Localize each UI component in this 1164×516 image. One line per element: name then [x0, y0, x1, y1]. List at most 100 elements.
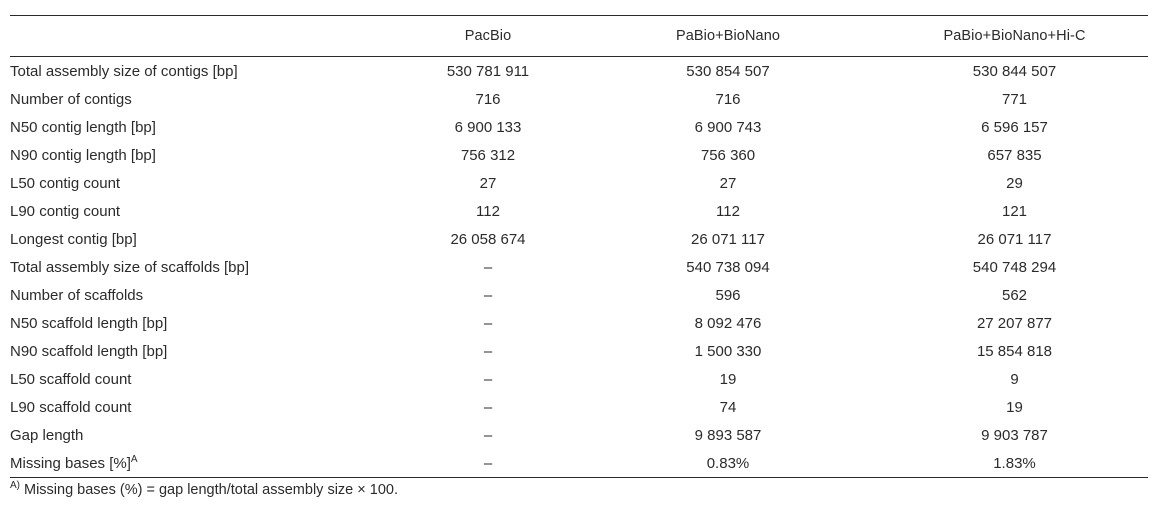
row-label-text: Total assembly size of contigs [bp] — [10, 62, 238, 80]
column-header-empty — [10, 15, 420, 57]
table-header-row: PacBio PaBio+BioNano PaBio+BioNano+Hi-C — [10, 15, 1148, 57]
cell-pabio-bionano: 716 — [715, 90, 741, 108]
cell-pacbio: – — [483, 398, 493, 416]
cell-pabio-bionano: 74 — [719, 398, 737, 416]
row-label: Total assembly size of contigs [bp] — [10, 57, 420, 86]
cell-pabio-bionano: 6 900 743 — [694, 118, 762, 136]
table-row: Number of scaffolds – 596 562 — [10, 281, 1148, 309]
cell-pacbio: – — [483, 370, 493, 388]
row-label: L90 contig count — [10, 197, 420, 225]
row-label: L50 contig count — [10, 169, 420, 197]
cell-pabio-bionano-hic: 19 — [1006, 398, 1023, 416]
cell-pacbio: 756 312 — [460, 146, 516, 164]
cell-pacbio: 26 058 674 — [450, 230, 526, 248]
row-label: L90 scaffold count — [10, 393, 420, 421]
row-label-text: N90 contig length [bp] — [10, 146, 156, 164]
row-label-text: L90 scaffold count — [10, 398, 132, 416]
cell-pacbio: – — [483, 314, 493, 332]
table-row: Longest contig [bp] 26 058 674 26 071 117 2… — [10, 225, 1148, 253]
row-label-text: N50 scaffold length [bp] — [10, 314, 168, 332]
cell-pabio-bionano: 112 — [716, 202, 740, 220]
cell-pabio-bionano-hic: 27 207 877 — [976, 314, 1053, 332]
assembly-stats-table: PacBio PaBio+BioNano PaBio+BioNano+Hi-C … — [10, 15, 1148, 478]
cell-pabio-bionano-hic: 15 854 818 — [976, 342, 1053, 360]
column-header-pacbio: PacBio — [420, 15, 556, 57]
row-label: Total assembly size of scaffolds [bp] — [10, 253, 420, 281]
cell-pabio-bionano: 19 — [719, 370, 737, 388]
row-label-text: L90 contig count — [10, 202, 121, 220]
table-row: Total assembly size of scaffolds [bp] – 54… — [10, 253, 1148, 281]
cell-pacbio: – — [483, 342, 493, 360]
cell-pabio-bionano-hic: 6 596 157 — [981, 118, 1048, 136]
cell-pacbio: – — [483, 454, 493, 472]
cell-pabio-bionano-hic: 771 — [1001, 90, 1028, 108]
cell-pabio-bionano: 596 — [715, 286, 741, 304]
row-label: Longest contig [bp] — [10, 225, 420, 253]
cell-pabio-bionano-hic: 657 835 — [987, 146, 1042, 164]
table-row: Total assembly size of contigs [bp] 530 7… — [10, 57, 1148, 86]
row-label: Gap length — [10, 421, 420, 449]
table-row: L90 contig count 112 112 121 — [10, 197, 1148, 225]
cell-pabio-bionano: 8 092 476 — [694, 314, 762, 332]
cell-pabio-bionano-hic: 121 — [1001, 202, 1028, 220]
cell-pabio-bionano: 756 360 — [700, 146, 756, 164]
row-label-text: L50 contig count — [10, 174, 121, 192]
column-header-pabio-bionano-hic: PaBio+BioNano+Hi-C — [900, 15, 1148, 57]
row-label-text: N90 scaffold length [bp] — [10, 342, 168, 360]
row-label-text: Missing bases [%] — [10, 454, 131, 472]
cell-pabio-bionano: 27 — [719, 174, 737, 192]
row-label: N90 contig length [bp] — [10, 141, 420, 169]
table-row: L50 contig count 27 27 29 — [10, 169, 1148, 197]
row-label-text: Number of scaffolds — [10, 286, 144, 304]
cell-pabio-bionano-hic: 530 844 507 — [972, 62, 1057, 80]
cell-pacbio: 716 — [475, 90, 501, 108]
cell-pacbio: 6 900 133 — [454, 118, 522, 136]
cell-pabio-bionano-hic: 26 071 117 — [977, 230, 1052, 248]
cell-pabio-bionano: 9 893 587 — [694, 426, 762, 444]
row-label-text: Longest contig [bp] — [10, 230, 137, 248]
row-label-text: N50 contig length [bp] — [10, 118, 156, 136]
row-label: N90 scaffold length [bp] — [10, 337, 420, 365]
cell-pacbio: – — [483, 286, 493, 304]
row-label: N50 scaffold length [bp] — [10, 309, 420, 337]
cell-pabio-bionano-hic: 540 748 294 — [972, 258, 1057, 276]
table-row: N90 contig length [bp] 756 312 756 360 657 … — [10, 141, 1148, 169]
row-label-text: L50 scaffold count — [10, 370, 132, 388]
table-row: N50 contig length [bp] 6 900 133 6 900 743… — [10, 113, 1148, 141]
cell-pabio-bionano-hic: 1.83% — [993, 454, 1036, 472]
cell-pabio-bionano: 540 738 094 — [686, 258, 770, 276]
table-row: Number of contigs 716 716 771 — [10, 85, 1148, 113]
cell-pabio-bionano-hic: 29 — [1006, 174, 1023, 192]
table-row: N50 scaffold length [bp] – 8 092 476 27 207… — [10, 309, 1148, 337]
table-row: Gap length – 9 893 587 9 903 787 — [10, 421, 1148, 449]
row-label-text: Gap length — [10, 426, 84, 444]
table-footnote: A) Missing bases (%) = gap length/total a… — [10, 480, 398, 498]
cell-pabio-bionano: 530 854 507 — [686, 62, 770, 80]
row-label: Number of scaffolds — [10, 281, 420, 309]
footnote-marker: A) — [10, 480, 20, 492]
row-label-superscript: A — [130, 453, 138, 465]
cell-pacbio: – — [483, 426, 493, 444]
row-label: Missing bases [%]A — [10, 449, 420, 478]
row-label: Number of contigs — [10, 85, 420, 113]
cell-pabio-bionano-hic: 9 903 787 — [981, 426, 1048, 444]
cell-pabio-bionano: 1 500 330 — [694, 342, 762, 360]
column-header-pabio-bionano: PaBio+BioNano — [556, 15, 900, 57]
table-row: N90 scaffold length [bp] – 1 500 330 15 854… — [10, 337, 1148, 365]
table-row: Missing bases [%]A – 0.83% 1.83% — [10, 449, 1148, 478]
table-row: L50 scaffold count – 19 9 — [10, 365, 1148, 393]
cell-pabio-bionano: 26 071 117 — [691, 230, 765, 248]
cell-pabio-bionano-hic: 562 — [1001, 286, 1028, 304]
row-label-text: Number of contigs — [10, 90, 132, 108]
row-label: L50 scaffold count — [10, 365, 420, 393]
cell-pacbio: 27 — [479, 174, 497, 192]
row-label-text: Total assembly size of scaffolds [bp] — [10, 258, 250, 276]
cell-pacbio: 112 — [476, 202, 500, 220]
cell-pacbio: – — [483, 258, 493, 276]
footnote-text: Missing bases (%) = gap length/total ass… — [24, 482, 398, 498]
cell-pabio-bionano-hic: 9 — [1010, 370, 1019, 388]
cell-pabio-bionano: 0.83% — [706, 454, 750, 472]
cell-pacbio: 530 781 911 — [446, 62, 530, 80]
table-row: L90 scaffold count – 74 19 — [10, 393, 1148, 421]
